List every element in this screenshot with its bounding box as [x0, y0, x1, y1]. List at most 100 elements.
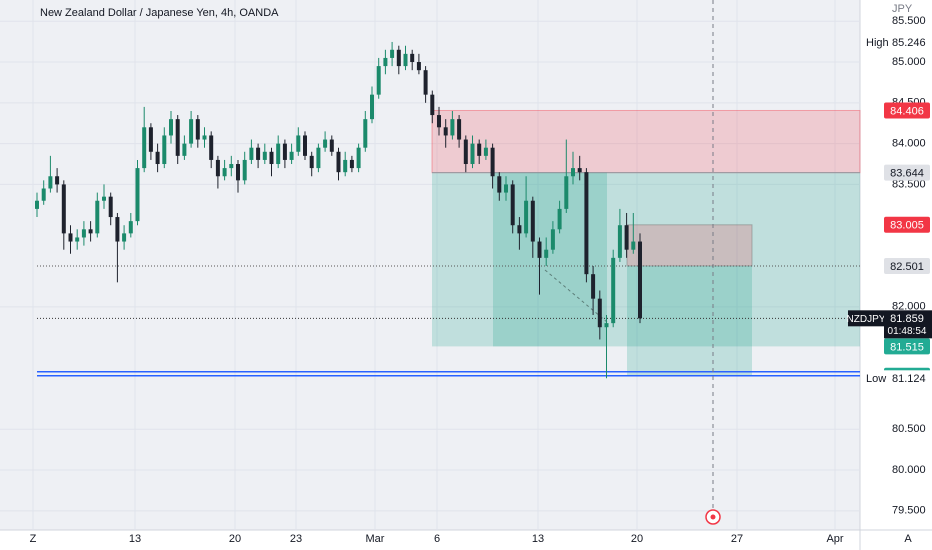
symbol-label: NZDJPY — [847, 314, 886, 325]
candle-body — [323, 139, 328, 148]
symbol-box — [848, 310, 884, 327]
candle-body — [396, 49, 401, 67]
candle-body — [209, 135, 214, 160]
entry-label: 83.644 — [890, 168, 924, 180]
candle-body — [537, 241, 542, 258]
x-tick-label: 20 — [631, 533, 643, 545]
candle-body — [437, 115, 441, 128]
last-price: 81.859 — [890, 313, 924, 325]
candle-body — [35, 200, 39, 209]
candle-body — [182, 143, 187, 156]
entry-label-box — [884, 257, 930, 274]
candle-body — [88, 229, 93, 234]
candle-body — [477, 143, 482, 156]
entry-label: 82.501 — [890, 261, 924, 273]
candle-body — [376, 66, 381, 95]
y-tick-label: 80.000 — [892, 464, 926, 476]
stop-label-box — [884, 102, 930, 119]
candle-body — [303, 135, 307, 156]
candle-body — [557, 208, 562, 230]
candle-body — [276, 143, 281, 165]
candle-body — [544, 249, 549, 258]
candle-body — [55, 176, 60, 185]
candle-body — [108, 196, 113, 218]
x-tick-label: 13 — [129, 533, 141, 545]
candle-body — [155, 151, 160, 165]
y-tick-label: 79.500 — [892, 505, 926, 517]
stop-label: 84.406 — [890, 105, 924, 117]
candle-body — [81, 229, 86, 238]
candle-body — [68, 233, 73, 242]
candle-body — [597, 298, 602, 328]
stop-label-box — [884, 216, 930, 233]
target-zone — [432, 172, 860, 347]
candle-body — [463, 139, 468, 165]
y-tick-label: 85.000 — [892, 56, 926, 68]
candle-body — [504, 184, 508, 193]
candle-body — [416, 62, 421, 71]
candle-body — [282, 143, 287, 160]
candle-body — [128, 221, 133, 234]
candle-body — [329, 139, 334, 152]
target-zone — [627, 265, 752, 376]
x-tick-label: Mar — [366, 533, 385, 545]
candle-body — [617, 225, 622, 258]
candle-body — [229, 164, 234, 169]
x-tick-label: 27 — [731, 533, 743, 545]
candle-body — [370, 94, 374, 120]
x-tick-label: 13 — [532, 533, 544, 545]
x-tick-label: Z — [30, 533, 37, 545]
candle-body — [624, 225, 629, 250]
high-name: High — [866, 37, 889, 49]
x-tick-label: 20 — [229, 533, 241, 545]
candle-body — [577, 168, 582, 173]
candle-body — [517, 225, 522, 234]
target-label-box — [884, 338, 930, 355]
candle-body — [631, 241, 636, 250]
x-tick-label: 23 — [290, 533, 302, 545]
event-icon-dot — [710, 514, 716, 520]
candle-body — [48, 176, 53, 189]
candle-body — [470, 143, 475, 165]
candle-body — [530, 200, 535, 242]
candle-body — [61, 184, 66, 234]
candle-body — [75, 237, 80, 242]
candle-body — [403, 53, 408, 67]
candle-body — [483, 147, 488, 156]
entry-label-box — [884, 164, 930, 181]
candle-body — [95, 200, 100, 234]
candle-body — [564, 176, 569, 209]
y-tick-label: 83.500 — [892, 178, 926, 190]
candle-body — [410, 53, 415, 63]
low-name: Low — [866, 373, 886, 385]
candle-body — [611, 257, 616, 324]
candle-body — [41, 188, 46, 201]
candle-body — [604, 323, 609, 328]
x-tick-label: Apr — [826, 533, 843, 545]
candle-body — [591, 274, 596, 299]
candle-body — [490, 147, 495, 177]
x-tick-label: 6 — [434, 533, 440, 545]
high-bg — [862, 33, 930, 50]
candle-body — [571, 168, 575, 177]
candle-body — [524, 200, 529, 234]
candle-body — [423, 70, 428, 95]
candle-body — [102, 196, 106, 201]
candle-body — [510, 184, 515, 226]
candle-body — [115, 217, 120, 242]
candle-body — [638, 241, 642, 319]
candle-body — [336, 151, 341, 173]
y-tick-label: 80.500 — [892, 423, 926, 435]
chart-title: New Zealand Dollar / Japanese Yen, 4h, O… — [40, 7, 279, 19]
candle-body — [202, 135, 207, 140]
stop-zone — [626, 224, 753, 267]
connector — [544, 269, 608, 323]
candle-body — [169, 119, 173, 136]
candle-body — [390, 49, 395, 58]
candle-body — [236, 164, 240, 181]
candle-body — [262, 151, 267, 160]
last-price-box — [884, 310, 932, 339]
candle-body — [289, 151, 294, 160]
candle-body — [356, 147, 361, 169]
